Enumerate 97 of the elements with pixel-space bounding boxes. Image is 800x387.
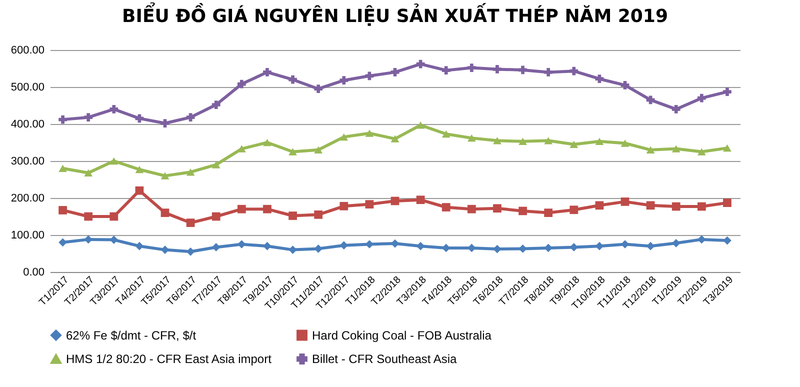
y-tick-label: 600.00: [10, 44, 44, 56]
point: [186, 168, 195, 176]
point: [212, 100, 220, 109]
point: [135, 166, 144, 174]
point: [314, 146, 323, 154]
point: [263, 204, 272, 214]
point: [493, 137, 502, 144]
point: [263, 242, 272, 250]
point: [58, 238, 67, 247]
point: [518, 66, 527, 74]
point: [84, 169, 93, 176]
point: [390, 135, 400, 142]
point: [340, 202, 348, 210]
point: [160, 119, 170, 128]
point: [570, 206, 578, 214]
point: [416, 196, 425, 204]
point: [212, 243, 220, 252]
point: [416, 121, 425, 129]
point: [365, 130, 374, 137]
point: [110, 105, 118, 114]
point: [518, 138, 527, 146]
point: [135, 242, 144, 250]
point: [84, 113, 93, 122]
point: [186, 247, 195, 256]
point: [518, 244, 527, 253]
point: [340, 76, 348, 85]
point: [672, 202, 680, 211]
y-tick-label: 300.00: [10, 156, 44, 168]
point: [288, 75, 297, 84]
point: [58, 164, 67, 172]
point: [314, 84, 323, 94]
point: [58, 206, 67, 214]
point: [212, 212, 220, 221]
y-tick-label: 200.00: [10, 192, 44, 204]
point: [212, 161, 220, 168]
point: [697, 202, 706, 211]
point: [518, 206, 527, 216]
legend-label: HMS 1/2 80:20 - CFR East Asia import: [66, 352, 272, 366]
point: [672, 105, 680, 114]
point: [595, 138, 604, 146]
point: [493, 65, 502, 74]
point: [442, 130, 450, 138]
point: [340, 133, 348, 141]
point: [723, 88, 732, 96]
point: [186, 218, 195, 227]
point: [620, 198, 630, 206]
point: [467, 64, 476, 72]
point: [160, 172, 170, 180]
point: [365, 72, 374, 80]
point: [544, 68, 553, 76]
legend-label: Billet - CFR Southeast Asia: [312, 352, 458, 366]
point: [570, 140, 578, 148]
point: [110, 157, 118, 165]
point: [493, 204, 502, 213]
point: [288, 246, 297, 254]
point: [186, 113, 195, 122]
point: [672, 145, 680, 152]
point: [620, 140, 630, 147]
point: [467, 134, 476, 142]
point: [365, 200, 374, 208]
point: [646, 146, 655, 154]
point: [390, 68, 400, 76]
point: [646, 201, 655, 210]
point: [723, 236, 732, 245]
point: [442, 66, 450, 75]
y-tick-label: 100.00: [10, 230, 44, 242]
y-tick-label: 0.00: [23, 266, 44, 278]
y-tick-label: 400.00: [10, 118, 44, 130]
point: [135, 186, 144, 195]
chart-title: BIỂU ĐỒ GIÁ NGUYÊN LIỆU SẢN XUẤT THÉP NĂM 2019: [122, 2, 668, 27]
point: [595, 74, 604, 84]
point: [723, 198, 732, 207]
point: [58, 115, 67, 124]
point: [595, 201, 604, 210]
point: [723, 144, 732, 152]
point: [263, 138, 272, 146]
point: [288, 212, 297, 220]
point: [263, 68, 272, 76]
point: [697, 148, 706, 156]
point: [467, 204, 476, 214]
point: [442, 203, 450, 212]
point: [110, 212, 118, 221]
point: [237, 204, 246, 214]
point: [620, 80, 630, 90]
point: [160, 208, 170, 217]
point: [544, 137, 553, 144]
point: [237, 80, 246, 88]
legend-label: 62% Fe $/dmt - CFR, $/t: [66, 328, 197, 342]
point: [84, 212, 93, 221]
point: [570, 66, 578, 76]
point: [544, 208, 553, 217]
point: [314, 210, 323, 219]
y-tick-label: 500.00: [10, 82, 44, 94]
point: [288, 148, 297, 156]
point: [390, 196, 400, 206]
legend-label: Hard Coking Coal - FOB Australia: [312, 328, 492, 342]
point: [697, 94, 706, 102]
